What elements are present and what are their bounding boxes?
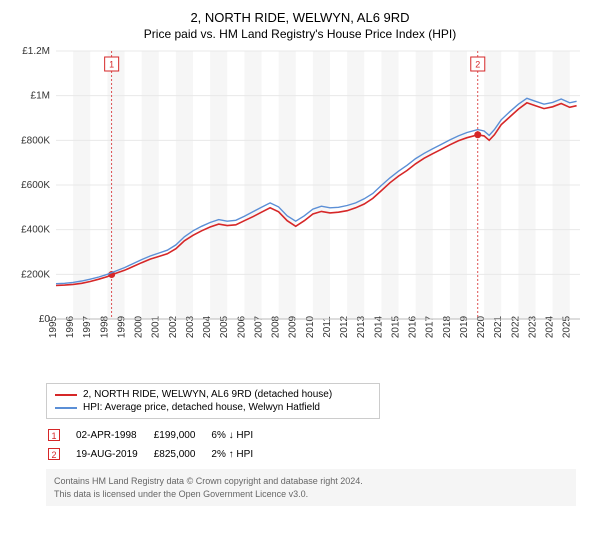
title-block: 2, NORTH RIDE, WELWYN, AL6 9RD Price pai… <box>12 10 588 41</box>
legend-item-price-paid: 2, NORTH RIDE, WELWYN, AL6 9RD (detached… <box>55 388 371 401</box>
legend-label-1: 2, NORTH RIDE, WELWYN, AL6 9RD (detached… <box>83 389 332 400</box>
sale-2-price: £825,000 <box>154 446 210 463</box>
svg-text:£1.2M: £1.2M <box>22 47 50 57</box>
legend-swatch-2 <box>55 407 77 409</box>
footer-line-2: This data is licensed under the Open Gov… <box>54 488 568 501</box>
svg-text:£600K: £600K <box>21 180 50 191</box>
legend-box: 2, NORTH RIDE, WELWYN, AL6 9RD (detached… <box>46 383 380 419</box>
svg-text:£1M: £1M <box>31 91 50 102</box>
svg-text:£200K: £200K <box>21 269 50 280</box>
legend-label-2: HPI: Average price, detached house, Welw… <box>83 402 320 413</box>
sale-1-delta: 6% ↓ HPI <box>211 427 267 444</box>
sale-1-date: 02-APR-1998 <box>76 427 152 444</box>
sale-marker-2: 2 <box>48 448 60 460</box>
attribution-footer: Contains HM Land Registry data © Crown c… <box>46 469 576 506</box>
sale-2-delta: 2% ↑ HPI <box>211 446 267 463</box>
chart-area: £0£200K£400K£600K£800K£1M£1.2M1995199619… <box>12 47 588 377</box>
title-main: 2, NORTH RIDE, WELWYN, AL6 9RD <box>12 10 588 25</box>
svg-text:1: 1 <box>109 60 114 70</box>
legend-swatch-1 <box>55 394 77 396</box>
svg-text:2: 2 <box>475 60 480 70</box>
sale-2-date: 19-AUG-2019 <box>76 446 152 463</box>
line-chart-svg: £0£200K£400K£600K£800K£1M£1.2M1995199619… <box>12 47 588 377</box>
svg-text:£800K: £800K <box>21 135 50 146</box>
sale-row-2: 2 19-AUG-2019 £825,000 2% ↑ HPI <box>48 446 267 463</box>
sales-table: 1 02-APR-1998 £199,000 6% ↓ HPI 2 19-AUG… <box>46 425 269 465</box>
legend-item-hpi: HPI: Average price, detached house, Welw… <box>55 401 371 414</box>
sale-marker-1: 1 <box>48 429 60 441</box>
chart-container: 2, NORTH RIDE, WELWYN, AL6 9RD Price pai… <box>0 0 600 560</box>
sale-1-price: £199,000 <box>154 427 210 444</box>
svg-text:£400K: £400K <box>21 225 50 236</box>
sale-row-1: 1 02-APR-1998 £199,000 6% ↓ HPI <box>48 427 267 444</box>
title-sub: Price paid vs. HM Land Registry's House … <box>12 27 588 41</box>
footer-line-1: Contains HM Land Registry data © Crown c… <box>54 475 568 488</box>
